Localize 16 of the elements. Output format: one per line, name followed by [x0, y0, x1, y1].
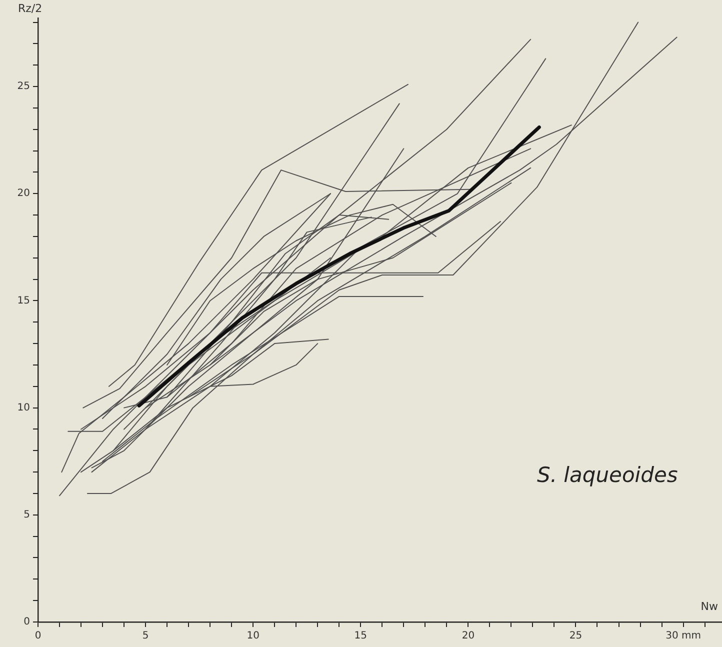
- y-tick-label: 0: [24, 616, 30, 628]
- x-axis-title: Nw: [700, 600, 718, 613]
- y-tick-label: 25: [17, 81, 30, 92]
- y-tick-label: 10: [17, 402, 30, 414]
- x-tick-label: 30 mm: [666, 630, 701, 642]
- x-tick-label: 25: [569, 630, 582, 642]
- x-tick-label: 0: [34, 630, 42, 642]
- annotation: S. laqueoides: [537, 463, 678, 487]
- x-tick-label: 10: [246, 630, 260, 642]
- y-tick-label: 20: [17, 188, 30, 200]
- y-tick-label: 15: [17, 295, 30, 306]
- x-tick-label: 20: [462, 630, 475, 642]
- x-tick-label: 15: [354, 630, 368, 642]
- x-tick-label: 5: [142, 630, 149, 642]
- y-axis-title: Rz/2: [18, 2, 42, 15]
- y-tick-label: 5: [24, 510, 30, 520]
